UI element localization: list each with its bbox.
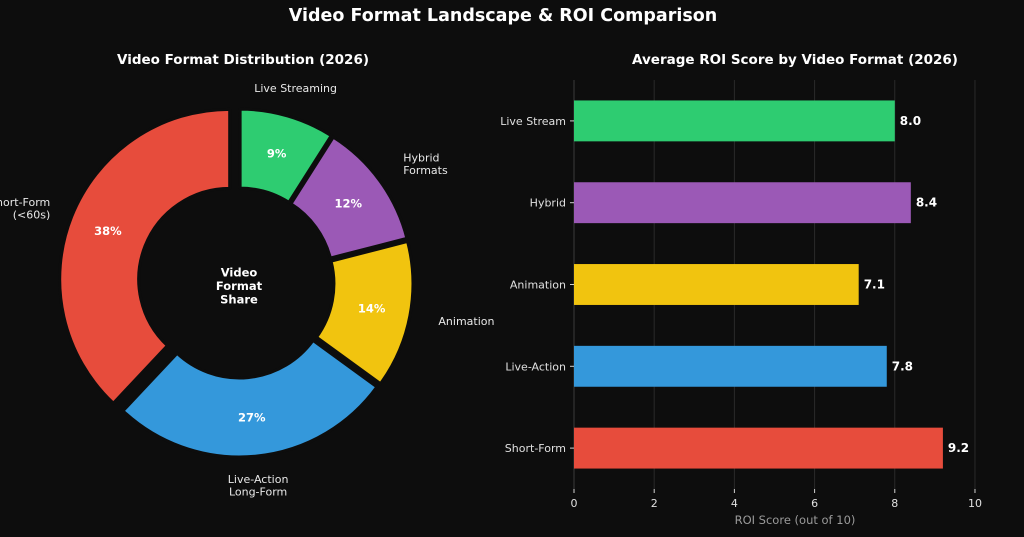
donut-slice — [121, 338, 379, 459]
x-tick-label: 0 — [571, 497, 578, 510]
y-category-label: Hybrid — [530, 197, 566, 210]
bar-value-label: 9.2 — [948, 441, 969, 455]
bar-value-label: 7.8 — [892, 359, 913, 373]
y-category-label: Live Stream — [500, 115, 566, 128]
bar-value-label: 7.1 — [864, 278, 885, 292]
x-axis-label: ROI Score (out of 10) — [735, 513, 856, 527]
slice-category-label: Short-Form(<60s) — [0, 196, 50, 222]
bar-chart-title: Average ROI Score by Video Format (2026) — [632, 52, 958, 68]
figure-title: Video Format Landscape & ROI Comparison — [289, 6, 717, 26]
slice-category-label: Live Streaming — [254, 82, 337, 95]
donut-chart: Video Format Distribution (2026) 9% Live … — [0, 52, 495, 498]
donut-slice — [58, 107, 232, 405]
donut-center-label: Video Format Share — [216, 266, 263, 307]
slice-percent-label: 27% — [238, 410, 266, 424]
slice-percent-label: 38% — [94, 224, 122, 238]
x-tick-label: 2 — [651, 497, 658, 510]
donut-slice — [238, 107, 333, 204]
x-tick-label: 6 — [811, 497, 818, 510]
donut-chart-title: Video Format Distribution (2026) — [117, 52, 369, 68]
bar-value-label: 8.0 — [900, 114, 921, 128]
bar — [574, 100, 895, 142]
y-category-label: Live-Action — [505, 360, 566, 373]
bar-value-label: 8.4 — [916, 196, 937, 210]
y-category-label: Animation — [510, 279, 566, 292]
x-tick-label: 10 — [968, 497, 982, 510]
slice-category-label: Animation — [438, 315, 494, 328]
bar — [574, 264, 859, 305]
slice-percent-label: 14% — [358, 301, 386, 315]
slice-category-label: Hybrid Formats — [403, 151, 448, 177]
donut-slice — [315, 239, 415, 386]
x-tick-label: 4 — [731, 497, 738, 510]
slice-category-label: Live-Action Long-Form — [228, 473, 289, 499]
bar-chart: Average ROI Score by Video Format (2026)… — [500, 52, 982, 527]
slice-percent-label: 12% — [334, 197, 362, 211]
bar — [574, 345, 887, 387]
donut-slice — [289, 135, 409, 260]
bar — [574, 427, 943, 469]
x-tick-label: 8 — [891, 497, 898, 510]
slice-percent-label: 9% — [267, 146, 287, 160]
bar — [574, 182, 911, 224]
y-category-label: Short-Form — [505, 442, 566, 455]
